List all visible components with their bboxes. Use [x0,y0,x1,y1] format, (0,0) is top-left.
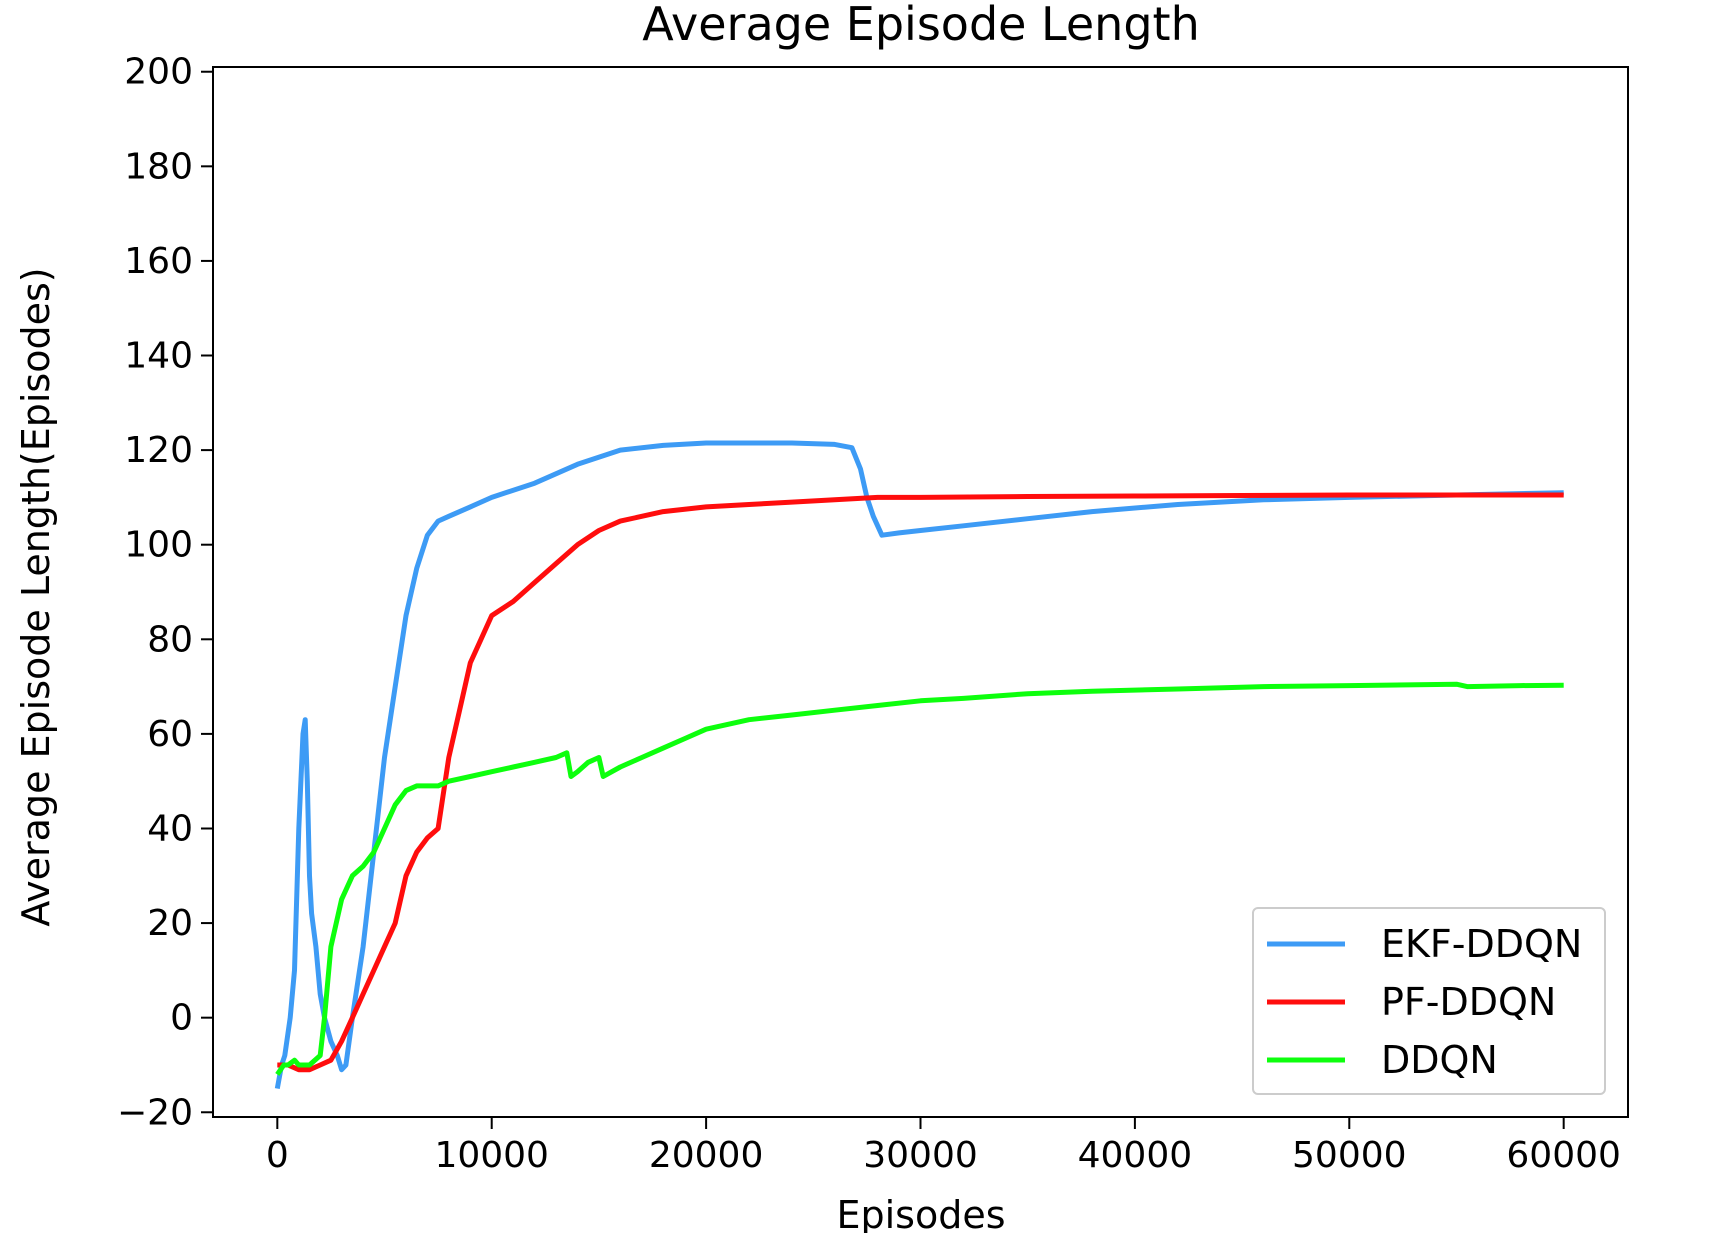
y-tick-label: −20 [117,1092,193,1133]
legend-box [1252,907,1606,1095]
legend-label: PF-DDQN [1381,980,1556,1024]
x-tick-label: 20000 [649,1135,764,1176]
series-line-ddqn [275,681,1564,1076]
series-group [274,440,1564,1090]
y-tick-label: 120 [124,430,193,471]
legend-label: DDQN [1381,1038,1498,1082]
y-tick-label: 180 [124,146,193,187]
chart-title: Average Episode Length [642,0,1199,51]
series-line-ekf-ddqn [274,440,1564,1090]
y-tick-label: 140 [124,336,193,377]
y-axis-ticks: −20 0 20 40 60 80 100 120 140 160 180 200 [117,52,213,1133]
y-tick-label: 0 [170,998,193,1039]
x-tick-label: 30000 [863,1135,978,1176]
y-tick-label: 100 [124,525,193,566]
legend: EKF-DDQN PF-DDQN DDQN [1252,907,1606,1095]
y-axis-label: Average Episode Length(Episodes) [14,267,58,926]
y-tick-label: 200 [124,52,193,93]
y-tick-label: 60 [147,714,193,755]
series-line-pf-ddqn [277,492,1564,1073]
legend-label: EKF-DDQN [1381,922,1582,966]
x-tick-label: 60000 [1506,1135,1621,1176]
x-tick-label: 50000 [1292,1135,1407,1176]
y-tick-label: 40 [147,808,193,849]
x-axis-label: Episodes [836,1193,1005,1233]
y-tick-label: 20 [147,903,193,944]
x-tick-label: 0 [266,1135,289,1176]
x-axis-ticks: 0 10000 20000 30000 40000 50000 60000 [266,1117,1621,1176]
y-tick-label: 160 [124,241,193,282]
x-tick-label: 10000 [434,1135,549,1176]
x-tick-label: 40000 [1078,1135,1193,1176]
y-tick-label: 80 [147,619,193,660]
